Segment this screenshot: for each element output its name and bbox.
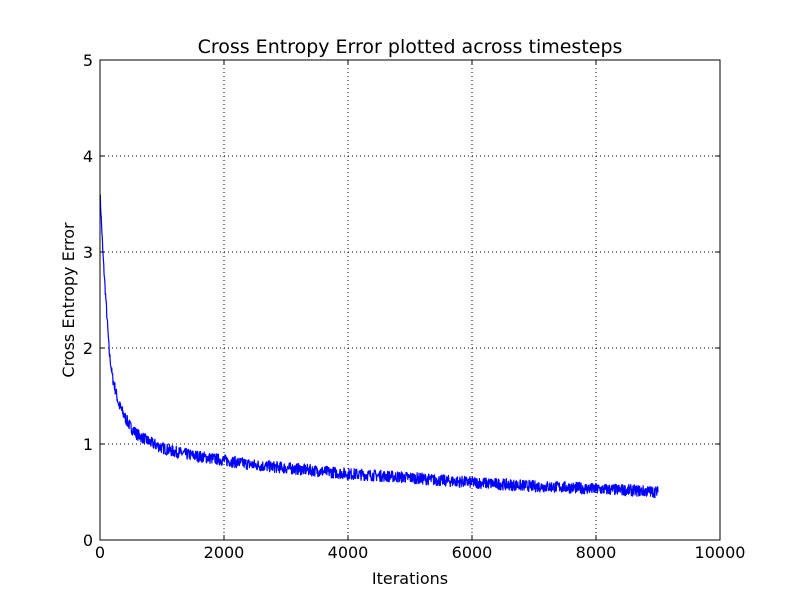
chart-title: Cross Entropy Error plotted across times…	[198, 36, 623, 58]
x-axis-title: Iterations	[372, 569, 448, 588]
y-axis-title: Cross Entropy Error	[59, 222, 78, 378]
series-line	[99, 194, 659, 499]
y-tick-label: 1	[83, 435, 93, 454]
y-tick-label: 2	[83, 339, 93, 358]
x-tick-labels: 0 2000 4000 6000 8000 10000	[95, 543, 746, 562]
x-tick-label: 6000	[452, 543, 493, 562]
series-group	[99, 194, 659, 499]
x-tick-label: 2000	[204, 543, 245, 562]
y-tick-label: 3	[83, 243, 93, 262]
plot-frame	[99, 59, 721, 541]
y-tick-label: 0	[83, 531, 93, 550]
tick-marks	[99, 59, 721, 541]
y-tick-label: 4	[83, 147, 93, 166]
y-tick-labels: 0 1 2 3 4 5	[83, 51, 93, 550]
x-tick-label: 8000	[576, 543, 617, 562]
y-tick-label: 5	[83, 51, 93, 70]
x-tick-label: 0	[95, 543, 105, 562]
x-tick-label: 10000	[695, 543, 746, 562]
x-tick-label: 4000	[328, 543, 369, 562]
